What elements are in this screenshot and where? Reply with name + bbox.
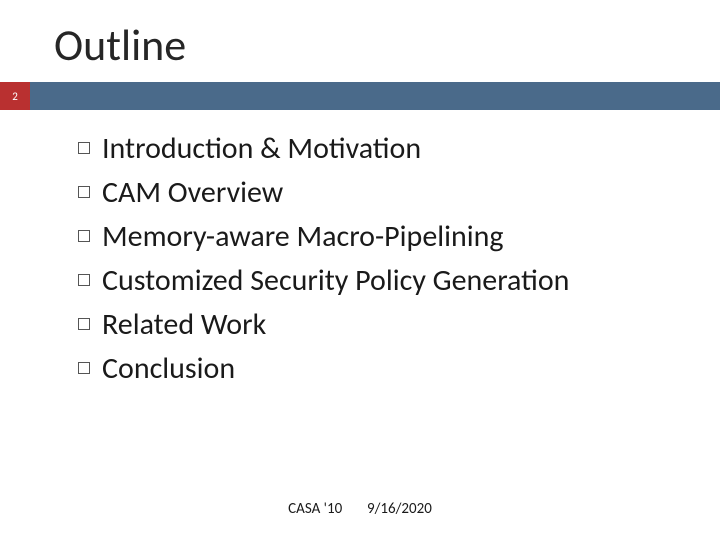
list-item: CAM Overview — [78, 172, 678, 214]
slide-title: Outline — [54, 18, 186, 72]
square-bullet-icon — [78, 230, 90, 242]
footer-date: 9/16/2020 — [367, 500, 432, 518]
square-bullet-icon — [78, 142, 90, 154]
slide-footer: CASA '10 9/16/2020 — [0, 500, 720, 518]
list-item: Customized Security Policy Generation — [78, 260, 678, 302]
slide: Outline 2 Introduction & Motivation CAM … — [0, 0, 720, 540]
outline-list: Introduction & Motivation CAM Overview M… — [78, 128, 678, 392]
square-bullet-icon — [78, 362, 90, 374]
list-item-text: Conclusion — [102, 348, 235, 390]
page-number-box: 2 — [0, 82, 30, 110]
square-bullet-icon — [78, 186, 90, 198]
list-item-text: Memory-aware Macro-Pipelining — [102, 216, 504, 258]
list-item: Conclusion — [78, 348, 678, 390]
list-item: Related Work — [78, 304, 678, 346]
list-item-text: CAM Overview — [102, 172, 283, 214]
list-item-text: Customized Security Policy Generation — [102, 260, 569, 302]
square-bullet-icon — [78, 318, 90, 330]
page-number: 2 — [12, 90, 18, 103]
list-item-text: Related Work — [102, 304, 266, 346]
list-item: Memory-aware Macro-Pipelining — [78, 216, 678, 258]
footer-venue: CASA '10 — [288, 500, 342, 518]
accent-bar — [0, 82, 720, 110]
list-item-text: Introduction & Motivation — [102, 128, 421, 170]
square-bullet-icon — [78, 274, 90, 286]
list-item: Introduction & Motivation — [78, 128, 678, 170]
